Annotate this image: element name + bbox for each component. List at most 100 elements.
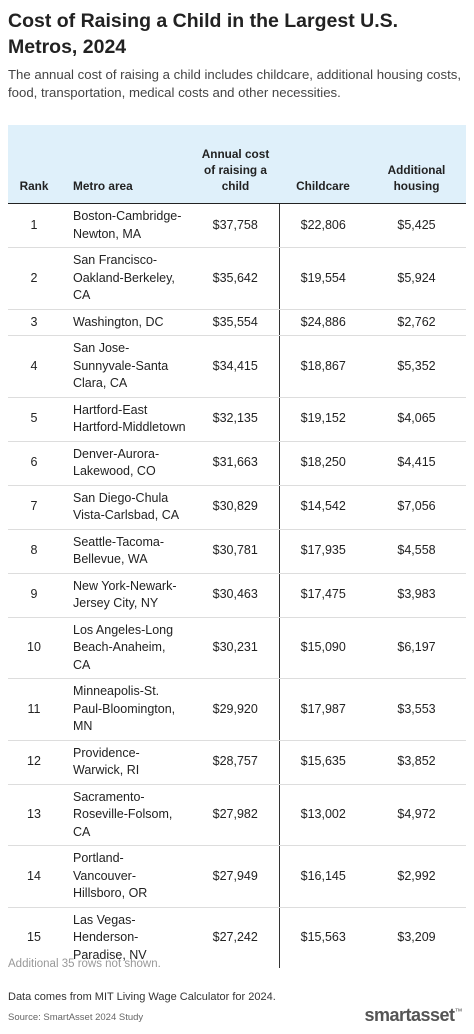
table-cell: 15 — [27, 930, 41, 944]
table-cell: $19,554 — [278, 247, 367, 310]
table-cell: $27,949 — [192, 845, 279, 908]
table-cell: 6 — [8, 441, 60, 486]
table-row: 11 Minneapolis-St. Paul-Bloomington, MN $2… — [8, 678, 466, 741]
table-row: 13 Sacramento-Roseville-Folsom, CA $27,982… — [8, 784, 466, 846]
table-cell: $15,090 — [278, 617, 367, 679]
table-cell: $14,542 — [278, 485, 367, 530]
column-header: Childcare — [279, 125, 367, 204]
table-cell: 4 — [8, 335, 60, 398]
table-cell: $4,558 — [367, 529, 466, 574]
table-cell: $18,867 — [278, 335, 367, 398]
column-header: Additional housing — [367, 125, 466, 204]
table-cell: Washington, DC — [60, 309, 192, 336]
source: Source: SmartAsset 2024 Study — [8, 1012, 144, 1023]
table-cell: $31,663 — [192, 441, 279, 486]
table-cell: $2,992 — [367, 845, 466, 908]
table-cell: 12 — [8, 740, 60, 785]
column-header: Annual cost of raising a child — [192, 125, 279, 204]
table-cell: Las Vegas-Henderson-Paradise, NV — [73, 912, 147, 962]
table-cell: $30,829 — [192, 485, 279, 530]
table-cell: Portland-Vancouver-Hillsboro, OR — [60, 845, 192, 908]
table-row: 14 Portland-Vancouver-Hillsboro, OR $27,94… — [8, 845, 466, 908]
table-cell: Boston-Cambridge-Newton, MA — [60, 203, 192, 248]
table-cell: $3,553 — [367, 678, 466, 741]
table-cell: $28,757 — [192, 740, 279, 785]
table-cell: $29,920 — [192, 678, 279, 741]
header-row: Rank Metro area Annual cost of raising a c… — [8, 125, 466, 204]
table-cell: $5,352 — [367, 335, 466, 398]
table-cell: $15,635 — [278, 740, 367, 785]
table-row: 2 San Francisco-Oakland-Berkeley, CA $35,6… — [8, 247, 466, 310]
column-header: Metro area — [60, 125, 192, 204]
table-cell: Sacramento-Roseville-Folsom, CA — [60, 784, 192, 846]
table-cell: $19,152 — [278, 397, 367, 442]
table-cell: 3 — [8, 309, 60, 336]
table-row: 7 San Diego-Chula Vista-Carlsbad, CA $30,8… — [8, 485, 466, 530]
table-cell: $27,242 — [212, 930, 258, 944]
table-cell: Minneapolis-St. Paul-Bloomington, MN — [60, 678, 192, 741]
title: Cost of Raising a Child in the Largest U… — [8, 10, 399, 58]
table-header: Rank Metro area Annual cost of raising a c… — [8, 125, 466, 204]
table-cell: $3,983 — [367, 573, 466, 618]
table-cell: $35,642 — [192, 247, 279, 310]
table-cell: $4,065 — [367, 397, 466, 442]
table-cell: $30,781 — [192, 529, 279, 574]
table-cell: $30,231 — [192, 617, 279, 679]
table-row: 15 Las Vegas-Henderson-Paradise, NV $27,24… — [8, 907, 466, 968]
table-cell: $35,554 — [192, 309, 279, 336]
table-cell: $6,197 — [367, 617, 466, 679]
table-cell: $18,250 — [278, 441, 367, 486]
table-cell: $3,209 — [397, 930, 436, 944]
column-header: Rank — [8, 125, 60, 204]
table-cell: $7,056 — [367, 485, 466, 530]
table-cell: $17,987 — [278, 678, 367, 741]
table-cell: 13 — [8, 784, 60, 846]
table-body: 1 Boston-Cambridge-Newton, MA $37,758 $22,8… — [8, 203, 466, 968]
table-cell: $4,972 — [367, 784, 466, 846]
table-row: 5 Hartford-East Hartford-Middletown $32,13… — [8, 397, 466, 442]
table-row: 1 Boston-Cambridge-Newton, MA $37,758 $22,8… — [8, 203, 466, 248]
table-row: 10 Los Angeles-Long Beach-Anaheim, CA $30,… — [8, 617, 466, 679]
table-cell: $30,463 — [192, 573, 279, 618]
table-cell: $16,145 — [278, 845, 367, 908]
table-cell: San Diego-Chula Vista-Carlsbad, CA — [60, 485, 192, 530]
table-cell: San Francisco-Oakland-Berkeley, CA — [60, 247, 192, 310]
table-cell: $17,475 — [278, 573, 367, 618]
table-row: 3 Washington, DC $35,554 $24,886 $2,762 — [8, 309, 466, 336]
table-cell: 1 — [8, 203, 60, 248]
table-cell: $34,415 — [192, 335, 279, 398]
table-cell: $13,002 — [278, 784, 367, 846]
table-cell: $37,758 — [192, 203, 279, 248]
table-row: 12 Providence-Warwick, RI $28,757 $15,635 $3… — [8, 740, 466, 785]
table-cell: $2,762 — [367, 309, 466, 336]
table-row: 6 Denver-Aurora-Lakewood, CO $31,663 $18,25… — [8, 441, 466, 486]
table-row: 9 New York-Newark-Jersey City, NY $30,463 $… — [8, 573, 466, 618]
table-cell: $17,935 — [278, 529, 367, 574]
table-cell: $27,982 — [192, 784, 279, 846]
table-cell: Denver-Aurora-Lakewood, CO — [60, 441, 192, 486]
table-row: 4 San Jose-Sunnyvale-Santa Clara, CA $34,4… — [8, 335, 466, 398]
table-cell: 7 — [8, 485, 60, 530]
table-row: 8 Seattle-Tacoma-Bellevue, WA $30,781 $17,9… — [8, 529, 466, 574]
table-cell: 11 — [8, 678, 60, 741]
table-cell: Seattle-Tacoma-Bellevue, WA — [60, 529, 192, 574]
table-cell: Hartford-East Hartford-Middletown — [60, 397, 192, 442]
table-footnote: Additional 35 rows not shown. — [8, 958, 161, 970]
table-cell: 14 — [8, 845, 60, 908]
logo-mark: ™ — [454, 1007, 463, 1016]
table-cell: 5 — [8, 397, 60, 442]
table-cell: 9 — [8, 573, 60, 618]
table-cell: $5,924 — [367, 247, 466, 310]
table-cell: $3,852 — [367, 740, 466, 785]
subtitle: The annual cost of raising a child inclu… — [8, 67, 462, 100]
table-cell: $5,425 — [367, 203, 466, 248]
table-cell: New York-Newark-Jersey City, NY — [60, 573, 192, 618]
table-cell: $4,415 — [367, 441, 466, 486]
table-cell: Los Angeles-Long Beach-Anaheim, CA — [60, 617, 192, 679]
table-cell: San Jose-Sunnyvale-Santa Clara, CA — [60, 335, 192, 398]
logo-text: smartasset — [364, 1005, 455, 1025]
table-cell: $32,135 — [192, 397, 279, 442]
table-cell: 8 — [8, 529, 60, 574]
table-cell: $15,563 — [278, 907, 367, 968]
